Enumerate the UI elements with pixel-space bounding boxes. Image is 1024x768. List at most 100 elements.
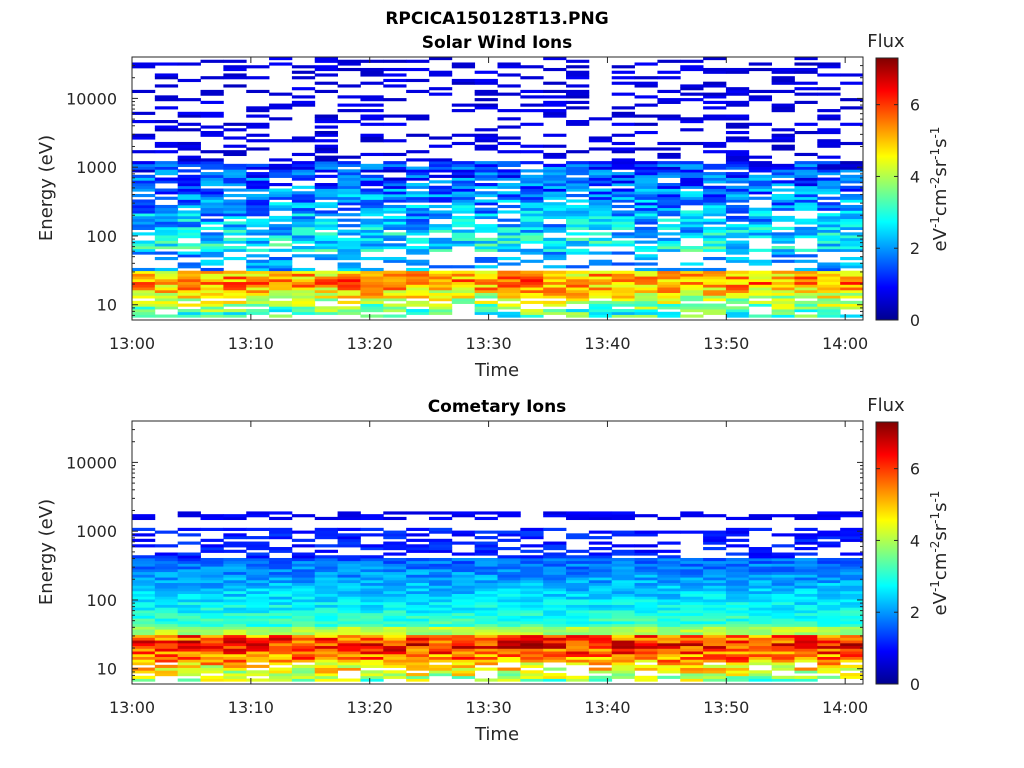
heatmap-cell — [337, 618, 361, 622]
heatmap-cell — [725, 70, 750, 74]
heatmap-cell — [177, 607, 201, 611]
heatmap-cell — [269, 202, 293, 206]
heatmap-cell — [154, 604, 179, 608]
heatmap-cell — [703, 199, 727, 203]
heatmap-cell — [657, 193, 681, 198]
heatmap-cell — [428, 57, 453, 61]
heatmap-cell — [634, 667, 658, 671]
heatmap-cell — [269, 549, 293, 553]
heatmap-cell — [680, 298, 704, 302]
heatmap-cell — [634, 292, 658, 296]
heatmap-cell — [657, 670, 681, 674]
heatmap-cell — [360, 303, 384, 307]
heatmap-cell — [383, 634, 407, 638]
heatmap-cell — [840, 631, 864, 636]
heatmap-cell — [611, 560, 635, 564]
heatmap-cell — [520, 224, 544, 228]
heatmap-cell — [246, 133, 270, 137]
heatmap-cell — [291, 563, 316, 567]
heatmap-cell — [337, 585, 361, 589]
heatmap-cell — [314, 516, 338, 521]
heatmap-cell — [360, 166, 384, 170]
heatmap-cell — [451, 610, 476, 614]
heatmap-cell — [657, 631, 681, 636]
heatmap-cell — [725, 651, 750, 655]
heatmap-cell — [703, 656, 727, 660]
heatmap-cell — [177, 202, 201, 206]
heatmap-cell — [543, 642, 567, 647]
heatmap-cell — [611, 240, 635, 244]
heatmap-cell — [154, 571, 179, 575]
heatmap-cell — [291, 607, 316, 611]
heatmap-cell — [634, 582, 658, 586]
heatmap-cell — [474, 626, 498, 630]
heatmap-cell — [588, 309, 613, 313]
heatmap-cell — [383, 673, 407, 677]
heatmap-cell — [611, 150, 635, 154]
heatmap-cell — [794, 618, 818, 622]
heatmap-cell — [748, 563, 773, 567]
heatmap-cell — [337, 596, 361, 600]
heatmap-cell — [840, 215, 864, 220]
heatmap-cell — [703, 673, 727, 677]
heatmap-cell — [817, 196, 841, 200]
heatmap-cell — [428, 243, 453, 247]
heatmap-cell — [748, 566, 773, 570]
heatmap-cell — [177, 309, 201, 313]
heatmap-cell — [406, 78, 430, 83]
heatmap-cell — [154, 593, 179, 597]
heatmap-cell — [680, 664, 704, 668]
heatmap-cell — [291, 306, 316, 310]
x-tick-label: 13:40 — [584, 698, 630, 717]
heatmap-cell — [360, 601, 384, 605]
heatmap-cell — [132, 246, 156, 250]
heatmap-cell — [566, 309, 590, 313]
heatmap-cell — [291, 254, 316, 258]
heatmap-cell — [474, 585, 498, 589]
heatmap-cell — [840, 637, 864, 641]
heatmap-cell — [337, 306, 361, 310]
heatmap-cell — [840, 596, 864, 600]
heatmap-cell — [269, 158, 293, 162]
heatmap-cell — [634, 656, 658, 660]
heatmap-cell — [771, 514, 795, 518]
heatmap-cell — [657, 571, 681, 575]
heatmap-cell — [840, 300, 864, 304]
heatmap-cell — [246, 637, 270, 641]
heatmap-cell — [314, 306, 338, 310]
heatmap-cell — [360, 248, 384, 252]
heatmap-cell — [177, 226, 201, 230]
heatmap-cell — [611, 262, 635, 266]
heatmap-cell — [520, 544, 544, 548]
heatmap-cell — [520, 109, 544, 113]
heatmap-cell — [634, 549, 658, 553]
heatmap-cell — [474, 185, 498, 189]
heatmap-cell — [314, 656, 338, 660]
heatmap-cell — [817, 109, 841, 113]
heatmap-cell — [451, 78, 476, 83]
heatmap-cell — [748, 62, 773, 66]
heatmap-cell — [200, 577, 224, 581]
heatmap-cell — [383, 560, 407, 564]
panel-title-cometary: Cometary Ions — [428, 397, 567, 417]
heatmap-cell — [360, 59, 384, 63]
heatmap-cell — [520, 626, 544, 630]
heatmap-cell — [428, 574, 453, 578]
heatmap-cell — [314, 163, 338, 167]
heatmap-cell — [223, 620, 247, 625]
heatmap-cell — [132, 226, 156, 230]
heatmap-cell — [817, 139, 841, 143]
heatmap-cell — [154, 306, 179, 310]
heatmap-cell — [520, 284, 544, 288]
heatmap-cell — [497, 601, 521, 605]
heatmap-cell — [543, 265, 567, 269]
heatmap-cell — [428, 629, 453, 633]
heatmap-cell — [771, 552, 795, 556]
heatmap-cell — [611, 626, 635, 630]
heatmap-cell — [383, 237, 407, 241]
heatmap-cell — [497, 311, 521, 315]
heatmap-cell — [337, 571, 361, 575]
heatmap-cell — [291, 289, 316, 293]
heatmap-cell — [428, 623, 453, 627]
heatmap-cell — [794, 552, 818, 556]
